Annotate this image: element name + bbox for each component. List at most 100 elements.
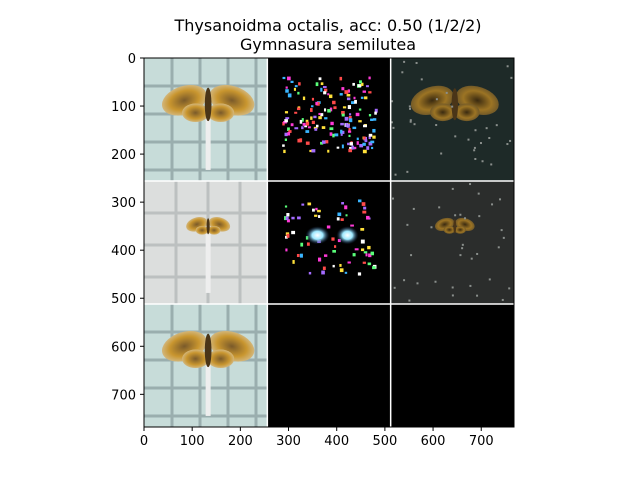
saliency-speck: [287, 127, 290, 132]
saliency-speck: [320, 141, 324, 145]
mask-noise-speck: [454, 214, 457, 217]
tile-background: [267, 304, 391, 427]
mask-noise-speck: [434, 280, 437, 283]
mask-noise-speck: [435, 98, 438, 101]
saliency-speck: [318, 112, 321, 116]
mask-noise-speck: [469, 284, 472, 287]
saliency-speck: [363, 206, 367, 210]
saliency-speck: [360, 239, 365, 244]
saliency-speck: [372, 128, 376, 133]
saliency-speck: [286, 219, 290, 223]
mask-noise-speck: [488, 278, 491, 281]
saliency-speck: [348, 115, 352, 120]
mask-noise-speck: [502, 236, 505, 239]
mask-noise-speck: [488, 137, 491, 140]
saliency-speck: [321, 140, 326, 144]
saliency-speck: [374, 108, 378, 113]
image-tile-r1-c2: [390, 181, 514, 304]
mask-noise-speck: [403, 279, 406, 282]
mask-noise-speck: [409, 107, 412, 110]
saliency-speck: [344, 205, 348, 210]
moth-hindwing: [454, 103, 480, 122]
saliency-speck: [305, 141, 310, 145]
saliency-speck: [284, 111, 289, 114]
saliency-speck: [299, 119, 303, 124]
saliency-speck: [336, 146, 340, 149]
moth-hindwing: [207, 349, 235, 369]
tile-background: [390, 58, 514, 181]
tile-background: [390, 304, 514, 427]
mask-noise-speck: [509, 139, 512, 142]
mask-noise-speck: [477, 192, 480, 195]
saliency-speck: [334, 245, 337, 248]
saliency-speck: [331, 237, 335, 241]
saliency-speck: [340, 129, 343, 134]
saliency-speck: [368, 76, 371, 80]
saliency-speck: [309, 149, 312, 153]
mask-noise-speck: [410, 254, 413, 257]
mask-noise-speck: [469, 183, 472, 186]
mask-noise-speck: [491, 203, 494, 206]
saliency-speck: [362, 261, 366, 264]
mask-noise-speck: [510, 76, 513, 79]
saliency-speck: [353, 96, 356, 100]
saliency-speck: [367, 262, 372, 266]
saliency-speck: [288, 130, 292, 133]
specimen-pin: [205, 348, 211, 416]
saliency-speck: [341, 110, 345, 115]
saliency-speck: [305, 119, 309, 123]
saliency-speck: [328, 94, 333, 99]
saliency-speck: [290, 123, 294, 127]
mask-noise-speck: [393, 286, 396, 289]
saliency-speck: [285, 89, 289, 93]
mask-noise-speck: [506, 143, 509, 146]
saliency-speck: [370, 140, 375, 144]
image-tile-r0-c1: [267, 58, 391, 181]
saliency-speck: [347, 89, 350, 93]
image-tile-r2-c0: [144, 304, 268, 427]
y-tick-label: 600: [111, 340, 136, 355]
saliency-speck: [365, 85, 369, 88]
saliency-speck: [284, 138, 288, 141]
mask-noise-speck: [497, 246, 500, 249]
saliency-speck: [286, 233, 290, 238]
saliency-speck: [348, 134, 351, 138]
saliency-speck: [293, 87, 297, 91]
image-tile-r2-c1: [267, 304, 391, 427]
moth-body: [204, 333, 212, 368]
x-tick-label: 700: [469, 434, 494, 449]
chart-subtitle: Gymnasura semilutea: [239, 35, 417, 54]
saliency-speck: [360, 96, 364, 99]
mask-noise-speck: [440, 152, 443, 155]
saliency-speck: [362, 210, 367, 214]
saliency-speck: [332, 264, 335, 268]
mask-noise-speck: [463, 217, 466, 220]
specimen-pin: [205, 102, 211, 170]
saliency-speck: [362, 90, 367, 93]
mask-noise-speck: [445, 91, 448, 94]
saliency-speck: [284, 216, 287, 221]
mask-noise-speck: [467, 138, 470, 141]
mask-noise-speck: [500, 229, 503, 232]
saliency-speck: [346, 94, 351, 97]
saliency-speck: [315, 82, 319, 87]
saliency-speck: [347, 142, 350, 146]
saliency-speck: [342, 106, 347, 109]
saliency-speck: [372, 266, 376, 270]
saliency-speck: [329, 127, 334, 131]
saliency-speck: [317, 257, 322, 262]
saliency-speck: [363, 124, 367, 128]
saliency-speck: [298, 82, 301, 86]
saliency-speck: [349, 118, 353, 123]
saliency-speck: [325, 140, 329, 144]
moth-hindwing: [182, 103, 209, 123]
mask-noise-speck: [413, 123, 416, 126]
chart-title: Thysanoidma octalis, acc: 0.50 (1/2/2): [174, 16, 482, 35]
saliency-speck: [318, 116, 322, 120]
saliency-speck: [352, 126, 357, 130]
moth-hindwing: [430, 103, 456, 122]
mask-noise-speck: [409, 120, 412, 123]
saliency-speck: [324, 88, 328, 92]
saliency-speck: [354, 248, 359, 251]
